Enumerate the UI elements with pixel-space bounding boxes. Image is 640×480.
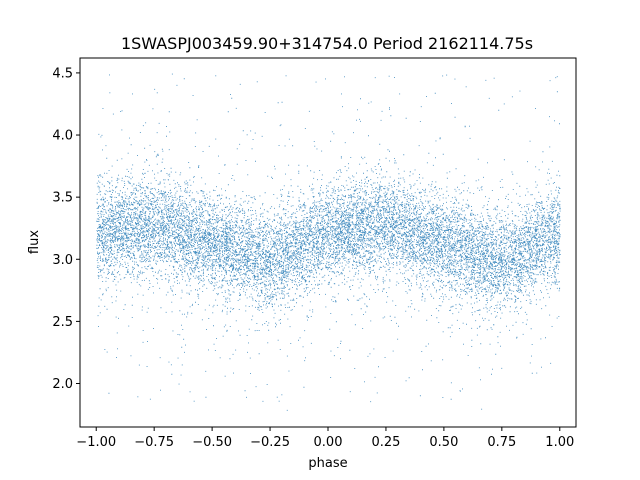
y-tick-label: 2.5 [52, 315, 73, 330]
x-tick-label: 0.25 [371, 435, 400, 450]
x-tick-label: 1.00 [545, 435, 574, 450]
y-tick-label: 3.5 [52, 191, 73, 206]
x-tick-label: −0.50 [192, 435, 232, 450]
x-axis-title: phase [308, 456, 347, 471]
chart-title: 1SWASPJ003459.90+314754.0 Period 2162114… [121, 34, 533, 53]
y-axis-title: flux [27, 230, 42, 254]
x-tick-label: −0.25 [250, 435, 290, 450]
x-tick-label: 0.50 [429, 435, 458, 450]
x-tick-label: 0.75 [487, 435, 516, 450]
y-axis: 2.0 2.5 3.0 3.5 4.0 4.5 [52, 66, 80, 392]
data-points [96, 73, 561, 411]
y-tick-label: 4.5 [52, 66, 73, 81]
x-axis: −1.00 −0.75 −0.50 −0.25 0.00 0.25 0.50 0.75 1.00 [76, 427, 574, 450]
y-tick-label: 3.0 [52, 253, 73, 268]
y-tick-label: 4.0 [52, 129, 73, 144]
y-tick-label: 2.0 [52, 377, 73, 392]
x-tick-label: 0.00 [314, 435, 343, 450]
scatter-points [96, 73, 561, 411]
x-tick-label: −0.75 [134, 435, 174, 450]
x-tick-label: −1.00 [76, 435, 116, 450]
